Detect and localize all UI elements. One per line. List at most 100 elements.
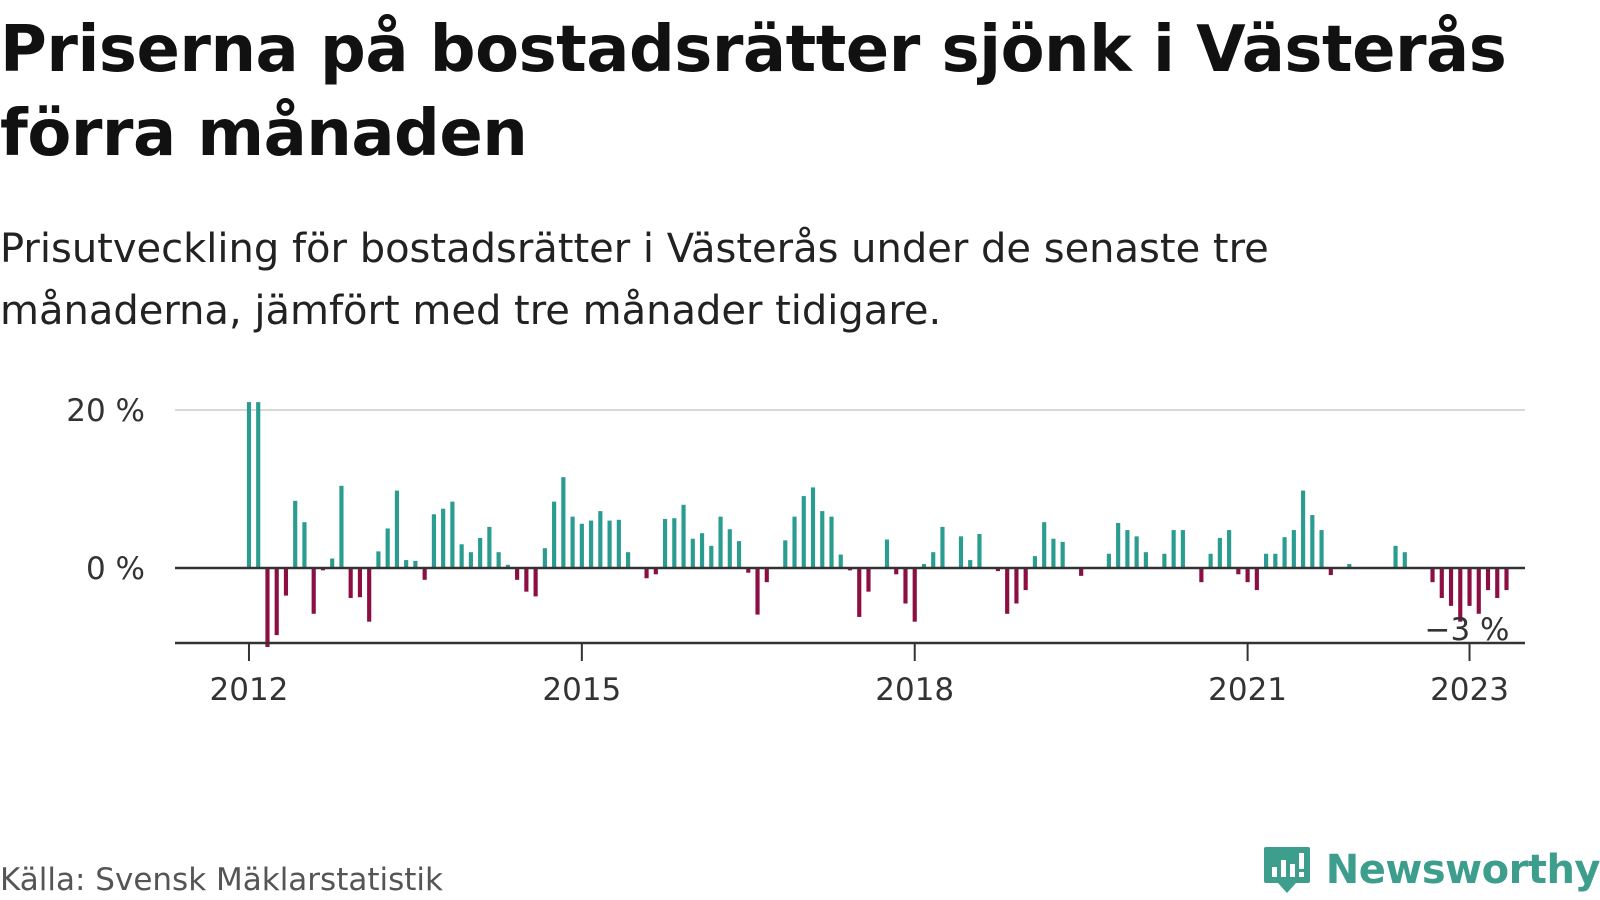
bar: [968, 560, 973, 568]
bar: [755, 567, 760, 615]
bar: [607, 520, 612, 568]
bar: [404, 560, 409, 568]
bar: [339, 485, 344, 568]
bar: [1236, 567, 1241, 575]
bar: [367, 567, 372, 622]
bar: [699, 533, 705, 568]
bar: [829, 516, 834, 568]
bar: [542, 548, 547, 568]
y-tick-label: 20 %: [66, 393, 145, 429]
bar: [487, 526, 492, 568]
bar: [450, 501, 455, 568]
bar: [1051, 538, 1056, 568]
bar: [459, 544, 464, 568]
bar: [283, 567, 289, 596]
bar: [894, 567, 899, 575]
bar: [385, 528, 390, 568]
bar: [1485, 567, 1491, 591]
x-tick-label: 2021: [1208, 672, 1287, 708]
bar: [801, 496, 806, 568]
bar: [903, 567, 908, 604]
bar: [958, 536, 964, 568]
bar: [921, 564, 927, 568]
bar: [1079, 567, 1084, 576]
bar: [1273, 553, 1278, 568]
x-tick-label: 2015: [542, 672, 621, 708]
bar: [1301, 490, 1306, 568]
source-note: Källa: Svensk Mäklarstatistik: [0, 862, 443, 898]
bar: [1143, 552, 1148, 568]
bar: [1060, 541, 1065, 568]
bar: [422, 567, 427, 580]
brand-logo: Newsworthy: [1262, 840, 1600, 900]
bar: [1495, 567, 1500, 598]
bar: [1023, 567, 1028, 591]
bar: [1430, 567, 1435, 583]
bar: [330, 558, 335, 568]
bar: [394, 490, 399, 568]
bar: [746, 567, 751, 573]
bar: [246, 402, 252, 568]
bar: [857, 567, 862, 617]
x-tick-label: 2023: [1430, 672, 1509, 708]
bar: [524, 567, 529, 592]
bar: [1402, 552, 1407, 568]
bar: [792, 516, 797, 568]
bar: [431, 514, 436, 568]
bar: [589, 520, 594, 568]
bar: [1199, 567, 1204, 583]
chart-title: Priserna på bostadsrätter sjönk i Väster…: [0, 13, 1507, 171]
bar: [884, 539, 890, 568]
bar: [783, 540, 788, 568]
bar: [376, 551, 381, 568]
brand-name: Newsworthy: [1325, 847, 1600, 893]
bar: [810, 487, 816, 568]
bar: [1227, 530, 1232, 568]
bar: [644, 567, 649, 579]
bar: [468, 552, 473, 568]
bar: [690, 538, 695, 568]
bar: [931, 552, 936, 568]
bar: [570, 516, 575, 568]
bar: [1208, 553, 1213, 568]
bar: [1180, 530, 1185, 568]
bar: [1134, 536, 1139, 568]
bar: [727, 529, 732, 568]
bar: [1448, 567, 1454, 606]
bar: [256, 402, 261, 568]
bar: [413, 560, 418, 568]
bar: [1458, 567, 1463, 622]
latest-value-annotation: −3 %: [1425, 612, 1510, 648]
bar: [1245, 567, 1250, 583]
bar: [293, 500, 298, 568]
bar: [616, 519, 621, 568]
bar: [274, 567, 279, 636]
bar: [838, 554, 843, 568]
bar-chart: 20 % 0 % 2012 2015 2018 2021 2023 −3 %: [66, 393, 1525, 708]
bar: [348, 567, 353, 598]
bar: [1319, 530, 1324, 568]
bar: [1310, 515, 1315, 568]
bar: [1032, 556, 1038, 568]
bar: [709, 545, 714, 568]
bar: [1162, 553, 1167, 568]
bar: [552, 501, 557, 568]
bar: [681, 504, 686, 568]
bar: [1106, 553, 1111, 568]
bar: [598, 511, 603, 568]
y-tick-label: 0 %: [86, 551, 145, 587]
x-tick-label: 2018: [875, 672, 954, 708]
bar: [302, 522, 307, 568]
bar: [265, 567, 270, 647]
bar: [1042, 522, 1047, 568]
bar: [579, 523, 584, 568]
bar: [1504, 567, 1509, 591]
bar: [1116, 522, 1121, 568]
bar: [977, 534, 982, 568]
bar: [561, 477, 566, 568]
bar: [1393, 545, 1398, 568]
bar: [1125, 530, 1130, 568]
bar: [662, 519, 668, 568]
bar: [1264, 553, 1269, 568]
bar: [533, 567, 538, 597]
